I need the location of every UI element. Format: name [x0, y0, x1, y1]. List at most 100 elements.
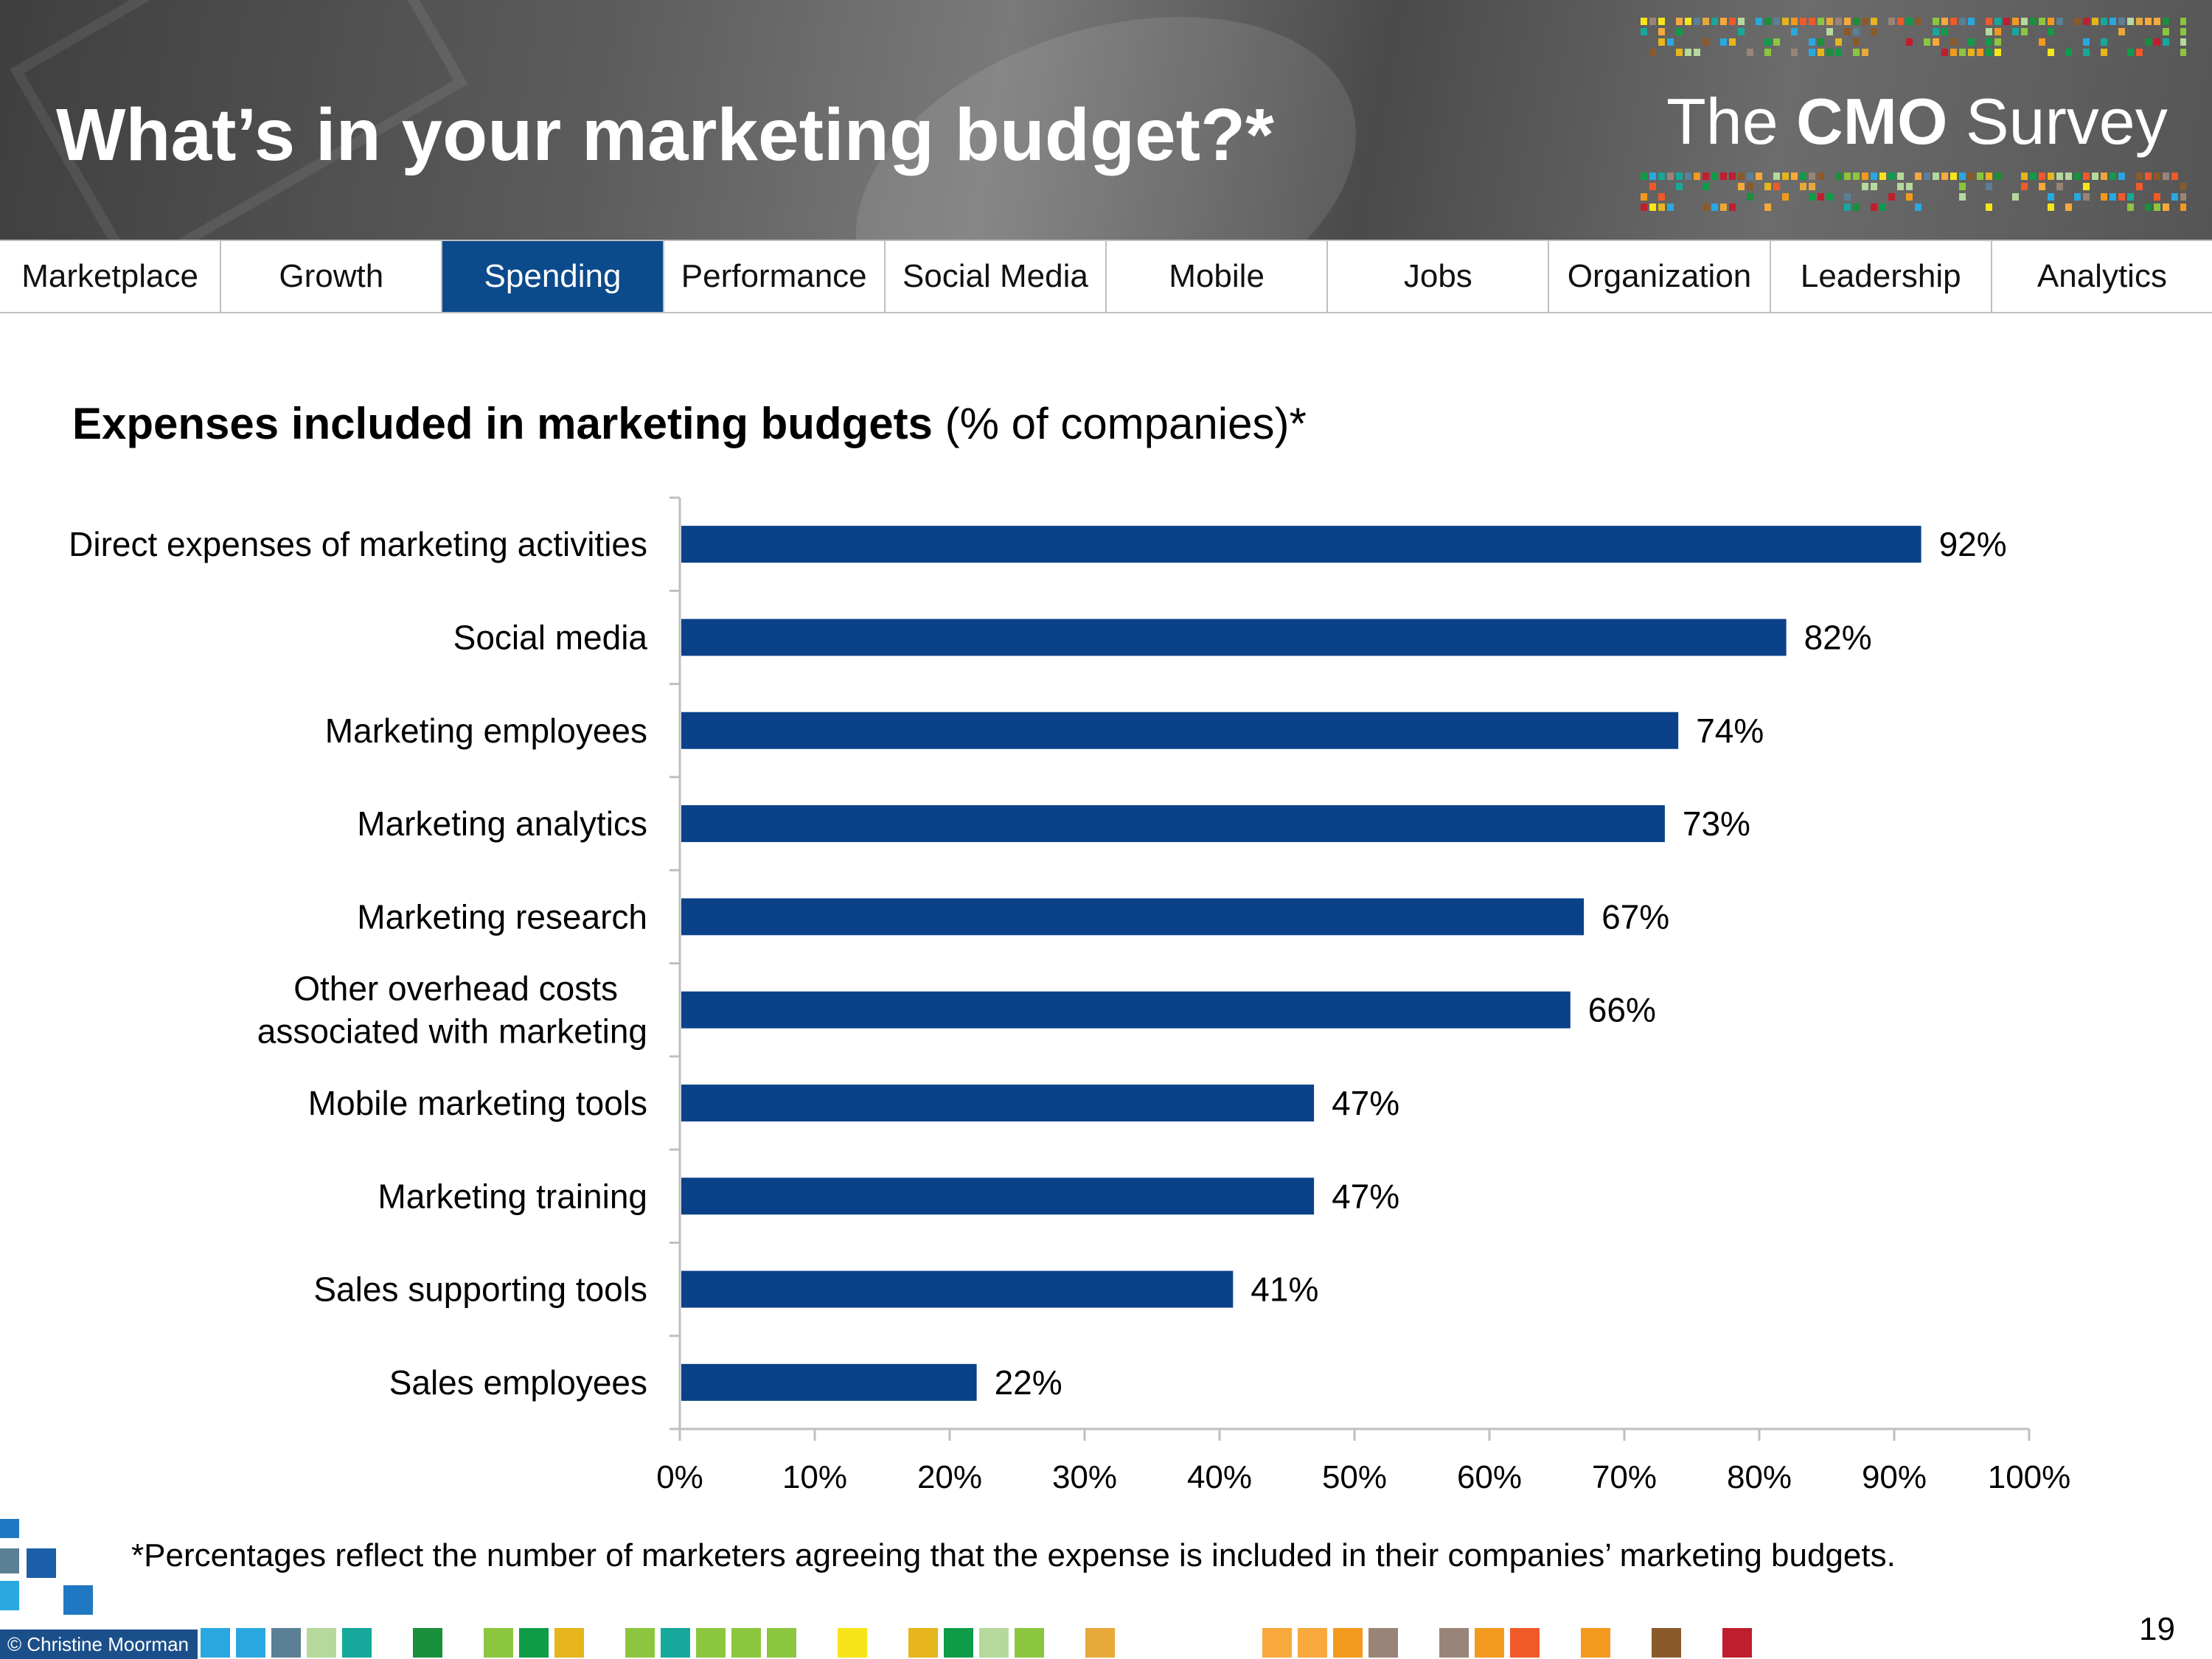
logo-pixel [1729, 173, 1736, 180]
logo-pixel [2021, 28, 2028, 35]
logo-pixel [1879, 204, 1886, 211]
color-square [201, 1628, 230, 1658]
data-label: 47% [1332, 1084, 1399, 1122]
x-tick-label: 0% [656, 1459, 703, 1495]
category-label: Marketing training [378, 1177, 647, 1215]
logo-pixel [1818, 49, 1824, 56]
logo-pixel [2163, 18, 2169, 25]
logo-pixel [2145, 204, 2152, 211]
tab-jobs[interactable]: Jobs [1328, 241, 1550, 312]
logo-pixel [1711, 173, 1718, 180]
tab-performance[interactable]: Performance [664, 241, 886, 312]
color-square [1722, 1628, 1752, 1658]
logo-pixel [1641, 193, 1647, 201]
logo-pixel [1915, 18, 1921, 25]
logo-pixel [1888, 173, 1895, 180]
logo-pixel [2012, 18, 2019, 25]
logo-pixel [1897, 173, 1904, 180]
tab-spending[interactable]: Spending [442, 241, 664, 312]
logo-pixel [1826, 193, 1833, 201]
logo-pixel [1977, 49, 1983, 56]
logo-pixel [2180, 204, 2186, 211]
logo-pixel [2012, 28, 2019, 35]
logo-pixel [2118, 173, 2125, 180]
color-square [908, 1628, 938, 1658]
logo-pixel [1720, 173, 1727, 180]
logo-pixel [1703, 183, 1709, 190]
logo-pixel [2118, 18, 2125, 25]
logo-pixel [1835, 173, 1842, 180]
x-tick-label: 100% [1988, 1459, 2071, 1495]
logo-pixel [1773, 183, 1780, 190]
tab-analytics[interactable]: Analytics [2037, 258, 2167, 294]
logo-pixel [1676, 183, 1683, 190]
logo-pixel [1667, 204, 1674, 211]
color-square [413, 1628, 442, 1658]
logo-pixel [1738, 173, 1745, 180]
logo-pixel [1773, 38, 1780, 46]
logo-pixel [2127, 49, 2134, 56]
logo-pixel [2048, 173, 2054, 180]
logo-pixel [2030, 18, 2037, 25]
category-label: Mobile marketing tools [308, 1084, 647, 1122]
category-label: Sales supporting tools [313, 1270, 647, 1309]
logo-pixel [2092, 18, 2098, 25]
logo-pixel [2110, 193, 2116, 201]
color-square [342, 1628, 372, 1658]
page-title: What’s in your marketing budget?* [56, 94, 1274, 176]
color-square [1510, 1628, 1540, 1658]
color-squares-strip [201, 1628, 1752, 1658]
logo-pixel [1641, 18, 1647, 25]
color-square [1439, 1628, 1469, 1658]
logo-pixel [2145, 38, 2152, 46]
logo-pixel [1924, 173, 1930, 180]
logo-pixel [1844, 28, 1851, 35]
logo-pixel [2136, 18, 2143, 25]
logo-pixel [1853, 18, 1860, 25]
logo-pixel [2127, 18, 2134, 25]
logo-pixel [2048, 193, 2054, 201]
logo-pixel [2039, 183, 2045, 190]
logo-pixel [1986, 28, 1992, 35]
color-square [944, 1628, 973, 1658]
logo-pixel [1667, 38, 1674, 46]
bar [681, 1270, 1234, 1308]
logo-pixel [1791, 173, 1798, 180]
logo-pixel [1968, 18, 1975, 25]
x-tick-label: 30% [1052, 1459, 1117, 1495]
logo-pixel [2171, 173, 2178, 180]
logo-pixel [1879, 173, 1886, 180]
logo-pixel [1649, 49, 1656, 56]
tab-mobile[interactable]: Mobile [1107, 241, 1329, 312]
logo-pixel [2083, 183, 2090, 190]
logo-pixel [2101, 38, 2107, 46]
logo-pixel [1729, 18, 1736, 25]
tab-leadership[interactable]: Leadership [1771, 241, 1992, 312]
logo-pixel [1826, 18, 1833, 25]
logo-pixel [1933, 173, 1939, 180]
logo-pixel [1924, 38, 1930, 46]
logo-pixel [1826, 28, 1833, 35]
logo-pixel [1676, 28, 1683, 35]
tab-marketplace[interactable]: Marketplace [0, 241, 222, 312]
logo-pixel [1915, 204, 1921, 211]
logo-pixel [1941, 28, 1948, 35]
logo-pixel [2136, 49, 2143, 56]
logo-pixel [1950, 38, 1957, 46]
logo-pixel [2163, 28, 2169, 35]
color-square [1475, 1628, 1504, 1658]
chart-title: Expenses included in marketing budgets (… [72, 398, 1307, 449]
tab-organization[interactable]: Organization [1549, 241, 1771, 312]
logo-pixel [1764, 38, 1771, 46]
tab-social-media[interactable]: Social Media [886, 241, 1107, 312]
logo-pixel [1694, 49, 1700, 56]
tab-growth[interactable]: Growth [221, 241, 443, 312]
logo-pixel [2021, 173, 2028, 180]
logo-pixel [1959, 18, 1966, 25]
bar [681, 805, 1665, 843]
data-label: 82% [1804, 618, 1872, 656]
logo-pixel [2083, 38, 2090, 46]
logo-pixel [2171, 193, 2178, 201]
bar [681, 1084, 1315, 1121]
logo-pixel [1711, 18, 1718, 25]
